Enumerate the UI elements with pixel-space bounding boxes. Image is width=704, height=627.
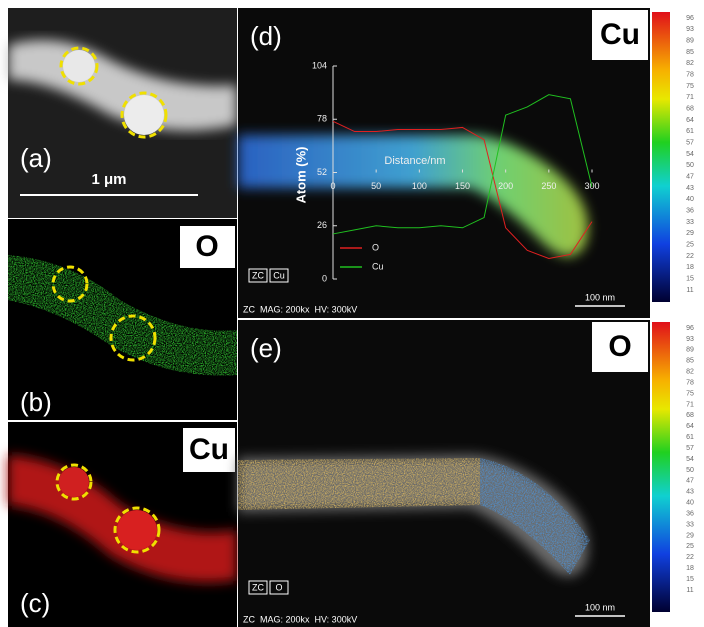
colorbar-label: 89	[686, 347, 694, 354]
colorbar-label: 43	[686, 489, 694, 496]
colorbar-label: 85	[686, 358, 694, 365]
legend-label: Cu	[372, 261, 384, 271]
colorbar	[652, 12, 670, 302]
x-tick-label: 50	[371, 181, 381, 191]
x-tick-label: 250	[541, 181, 556, 191]
panel-d: Cu (d) ZC Cu ZC MAG: 200kx HV: 300kV 100…	[238, 8, 670, 318]
x-tick-label: 0	[330, 181, 335, 191]
panel-label: (b)	[20, 387, 52, 417]
colorbar-label: 25	[686, 242, 694, 249]
colorbar-label: 36	[686, 208, 694, 215]
y-tick-label: 26	[317, 220, 327, 230]
colorbar-label: 22	[686, 554, 694, 561]
element-label: O	[608, 330, 631, 363]
x-tick-label: 150	[455, 181, 470, 191]
mode-element: Cu	[273, 270, 285, 280]
x-axis-label: Distance/nm	[384, 155, 445, 167]
y-tick-label: 52	[317, 167, 327, 177]
legend-label: O	[372, 242, 379, 252]
particle	[117, 510, 157, 550]
colorbar-label: 54	[686, 456, 694, 463]
panel-b: O (b)	[8, 219, 237, 420]
particle	[63, 50, 95, 82]
page: {"panels": { "a": {"label": "(a)", "scal…	[0, 0, 704, 627]
info: ZC MAG: 200kx HV: 300kV	[243, 304, 357, 314]
colorbar-label: 36	[686, 510, 694, 517]
colorbar-label: 85	[686, 49, 694, 56]
colorbar-label: 33	[686, 521, 694, 528]
colorbar-label: 25	[686, 543, 694, 550]
colorbar-label: 68	[686, 106, 694, 113]
colorbar-label: 78	[686, 72, 694, 79]
colorbar-label: 68	[686, 412, 694, 419]
colorbar-label: 75	[686, 390, 694, 397]
colorbar-label: 40	[686, 196, 694, 203]
figure: (a) 1 μm O (b) Cu (c) Cu (d) ZC Cu ZC M	[0, 0, 704, 627]
colorbar-label: 54	[686, 151, 694, 158]
colorbar-label: 18	[686, 264, 694, 271]
colorbar-label: 22	[686, 253, 694, 260]
panel-label: (a)	[20, 143, 52, 173]
panel-c: Cu (c)	[8, 422, 237, 627]
colorbar-label: 15	[686, 576, 694, 583]
y-tick-label: 0	[322, 273, 327, 283]
colorbar-label: 96	[686, 15, 694, 22]
colorbar-label: 29	[686, 230, 694, 237]
colorbar-label: 75	[686, 83, 694, 90]
colorbar-label: 78	[686, 379, 694, 386]
colorbar-label: 40	[686, 500, 694, 507]
colorbar-label: 15	[686, 276, 694, 283]
colorbar-label: 50	[686, 162, 694, 169]
colorbar-label: 29	[686, 532, 694, 539]
colorbar	[652, 322, 670, 612]
colorbar-label: 71	[686, 94, 694, 101]
y-axis-label: Atom (%)	[293, 146, 308, 203]
colorbar-label: 43	[686, 185, 694, 192]
colorbar-label: 33	[686, 219, 694, 226]
particle	[59, 467, 89, 497]
scale-label: 100 nm	[585, 292, 615, 302]
mode: ZC	[252, 270, 264, 280]
y-tick-label: 104	[312, 60, 327, 70]
colorbar-label: 61	[686, 128, 694, 135]
colorbar-label: 82	[686, 369, 694, 376]
panel-a: (a) 1 μm	[8, 8, 237, 218]
panel-e: O (e) ZC O ZC MAG: 200kx HV: 300kV 100 n…	[238, 320, 670, 627]
panel-label: (c)	[20, 588, 50, 618]
particle	[124, 95, 164, 135]
info: ZC MAG: 200kx HV: 300kV	[243, 614, 357, 624]
colorbar-label: 47	[686, 174, 694, 181]
colorbar-label: 11	[686, 287, 693, 294]
scale-label: 1 μm	[91, 171, 126, 188]
element-label: Cu	[600, 18, 640, 51]
colorbar-label: 11	[686, 587, 693, 594]
o-map	[238, 458, 480, 510]
colorbar-label: 50	[686, 467, 694, 474]
panel-label: (e)	[250, 333, 282, 363]
x-tick-label: 200	[498, 181, 513, 191]
y-tick-label: 78	[317, 114, 327, 124]
colorbar-label: 57	[686, 140, 694, 147]
element-label: Cu	[189, 433, 229, 466]
colorbar-label: 61	[686, 434, 694, 441]
colorbar-label: 64	[686, 117, 694, 124]
colorbar-label: 71	[686, 401, 694, 408]
colorbar-label: 64	[686, 423, 694, 430]
colorbar-label: 57	[686, 445, 694, 452]
colorbar-label: 18	[686, 565, 694, 572]
colorbar-label: 47	[686, 478, 694, 485]
mode: ZC	[252, 582, 264, 592]
colorbar-label: 93	[686, 26, 694, 33]
panel-label: (d)	[250, 21, 282, 51]
colorbar-label: 96	[686, 325, 694, 332]
colorbar-label: 93	[686, 336, 694, 343]
mode-element: O	[275, 582, 282, 592]
element-label: O	[195, 230, 218, 263]
colorbar-label: 89	[686, 38, 694, 45]
x-tick-label: 100	[412, 181, 427, 191]
colorbar-label: 82	[686, 60, 694, 67]
scale-label: 100 nm	[585, 602, 615, 612]
